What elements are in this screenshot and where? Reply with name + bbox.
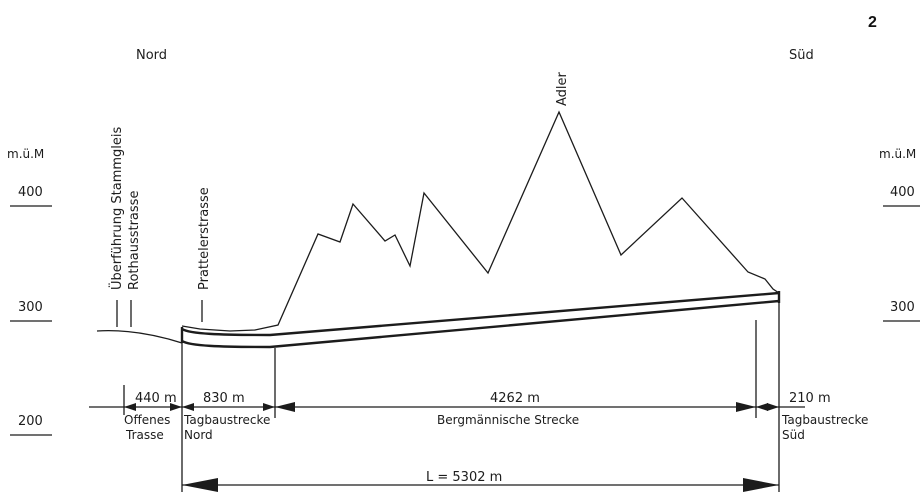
elevation-tick-200-left: 200 xyxy=(18,414,43,429)
segment-name-bergmaennisch: Bergmännische Strecke xyxy=(437,413,579,427)
elevation-scale-right: m.ü.M 400 300 xyxy=(879,147,920,322)
feature-label-adler: Adler xyxy=(555,71,570,106)
total-length-label: L = 5302 m xyxy=(426,470,502,485)
tunnel-top-line xyxy=(181,291,780,337)
segment-name-tagbau-sued-line2: Süd xyxy=(782,428,805,442)
elevation-tick-300-left: 300 xyxy=(18,300,43,315)
open-track-line xyxy=(96,330,183,344)
segment-name-offenes-line2: Trasse xyxy=(125,428,164,442)
segment-length-tagbau-nord: 830 m xyxy=(203,391,245,406)
segment-length-tagbau-sued: 210 m xyxy=(789,391,831,406)
arrowhead xyxy=(767,403,779,411)
arrowhead xyxy=(182,478,218,492)
arrowhead xyxy=(182,403,194,411)
arrowhead xyxy=(263,403,275,411)
arrowhead xyxy=(170,403,182,411)
segment-name-tagbau-sued-line1: Tagbaustrecke xyxy=(781,413,868,427)
arrowhead xyxy=(756,403,768,411)
terrain-profile xyxy=(181,110,780,332)
page-number: 2 xyxy=(868,14,877,31)
feature-label-rothausstrasse: Rothausstrasse xyxy=(127,191,142,290)
elevation-tick-300-right: 300 xyxy=(890,300,915,315)
direction-south-label: Süd xyxy=(789,48,814,63)
segment-length-bergmaennisch: 4262 m xyxy=(490,391,540,406)
direction-north-label: Nord xyxy=(136,48,167,63)
elevation-unit-right: m.ü.M xyxy=(879,147,916,161)
tunnel-bottom-line xyxy=(181,299,780,349)
elevation-scale-left: m.ü.M 400 300 200 xyxy=(7,147,52,436)
elevation-unit-left: m.ü.M xyxy=(7,147,44,161)
arrowhead xyxy=(124,403,136,411)
elevation-tick-400-left: 400 xyxy=(18,185,43,200)
arrowhead xyxy=(736,402,756,412)
feature-label-prattelerstrasse: Prattelerstrasse xyxy=(197,187,212,290)
segment-name-tagbau-nord-line2: Nord xyxy=(184,428,213,442)
segment-name-tagbau-nord-line1: Tagbaustrecke xyxy=(183,413,270,427)
feature-label-stammgleis: Überführung Stammgleis xyxy=(108,127,125,290)
elevation-tick-400-right: 400 xyxy=(890,185,915,200)
segment-length-offenes-trasse: 440 m xyxy=(135,391,177,406)
arrowhead xyxy=(743,478,779,492)
arrowhead xyxy=(275,402,295,412)
segment-name-offenes-line1: Offenes xyxy=(124,413,170,427)
